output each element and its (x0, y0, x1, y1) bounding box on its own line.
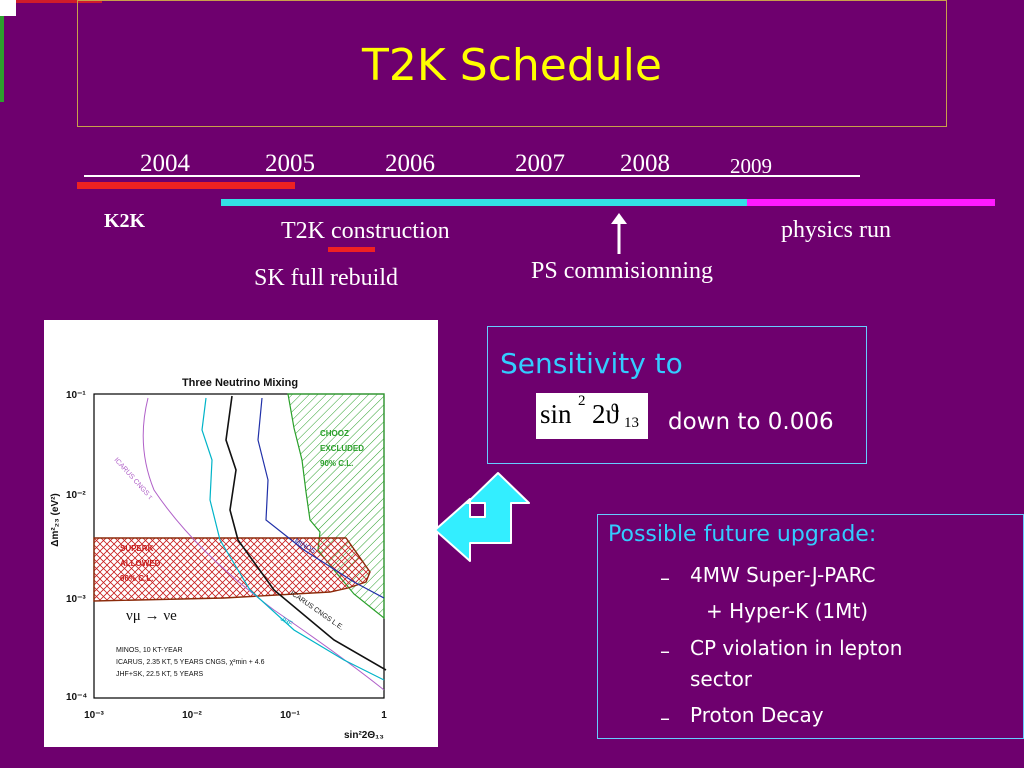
ps-commissioning-label: PS commisionning (531, 258, 714, 284)
k2k-label: K2K (104, 210, 146, 232)
icarus-tau-curve (142, 397, 385, 691)
physics-run-bar (747, 199, 995, 206)
sensitivity-value: down to 0.006 (668, 409, 834, 435)
page-title: T2K Schedule (362, 40, 662, 91)
corner-red-line (16, 0, 102, 3)
timeline-axis (84, 175, 860, 177)
year-2007: 2007 (515, 150, 565, 177)
y-axis-label: Δm²₂₃ (eV²) (50, 493, 61, 546)
future-upgrade-box: Possible future upgrade: – 4MW Super-J-P… (597, 514, 1024, 739)
minos-curve (257, 397, 385, 599)
x-tick-2: 10⁻² (182, 710, 202, 721)
sk-rebuild-label: SK full rebuild (254, 265, 398, 291)
future-item-jparc: 4MW Super-J-PARC (690, 563, 876, 587)
sensitivity-title: Sensitivity to (500, 347, 683, 380)
chooz-line-1: CHOOZ (320, 429, 349, 438)
y-tick-4: 10⁻⁴ (66, 692, 87, 703)
icarus-tau-label: ICARUS CNGS τ (113, 457, 154, 501)
future-item-cp: CP violation in lepton (690, 636, 903, 660)
mixing-plot-panel: Three Neutrino Mixing CHOOZ EXCLUDED 90%… (44, 320, 438, 747)
y-tick-3: 10⁻³ (66, 594, 86, 605)
nu-label: νμ → νe (126, 608, 177, 624)
future-item-proton: Proton Decay (690, 703, 824, 727)
formula-sin: sin (540, 399, 572, 429)
sin2theta13-formula: sin 2 2ϑ 13 (536, 393, 648, 439)
construction-bar (221, 199, 747, 206)
superk-line-2: ALLOWED (120, 559, 161, 568)
bullet-dash-3: – (660, 706, 670, 730)
jhf-label: JHF (279, 616, 294, 628)
chooz-line-3: 90% C.L. (320, 459, 353, 468)
legend-line-1: MINOS, 10 KT-YEAR (116, 647, 183, 654)
icarus-le-curve (225, 395, 387, 671)
construction-label: T2K construction (281, 218, 450, 244)
formula-subscript: 13 (624, 415, 639, 431)
x-tick-4: 1 (381, 710, 387, 721)
future-item-cp-cont: sector (690, 667, 753, 691)
jhf-curve (201, 397, 385, 681)
legend-line-3: JHF+SK, 22.5 KT, 5 YEARS (116, 671, 204, 678)
year-2009: 2009 (730, 154, 772, 178)
formula-angle: 2ϑ (592, 399, 619, 429)
k2k-bar (77, 182, 295, 189)
future-upgrade-title: Possible future upgrade: (608, 522, 877, 547)
formula-exponent: 2 (578, 393, 586, 409)
physics-run-label: physics run (781, 217, 891, 243)
corner-green-bar (0, 0, 4, 102)
connector-arrow-icon (434, 472, 530, 562)
year-2005: 2005 (265, 150, 315, 177)
x-tick-1: 10⁻³ (84, 710, 104, 721)
x-tick-3: 10⁻¹ (280, 710, 300, 721)
ps-arrow-icon (611, 213, 627, 254)
year-2006: 2006 (385, 150, 435, 177)
y-tick-1: 10⁻¹ (66, 390, 86, 401)
bullet-dash-2: – (660, 639, 670, 663)
future-item-hyperk: + Hyper-K (1Mt) (706, 599, 869, 623)
mixing-plot: Three Neutrino Mixing CHOOZ EXCLUDED 90%… (50, 377, 387, 741)
title-box: T2K Schedule (77, 0, 947, 127)
superk-region (93, 537, 371, 602)
sk-rebuild-bar (328, 247, 375, 252)
superk-line-1: SUPERK (120, 544, 154, 553)
superk-line-3: 90% C.L. (120, 574, 153, 583)
y-tick-2: 10⁻² (66, 490, 86, 501)
plot-title: Three Neutrino Mixing (182, 377, 298, 389)
sensitivity-box: Sensitivity to sin 2 2ϑ 13 down to 0.006 (487, 326, 867, 464)
bullet-dash-1: – (660, 566, 670, 590)
legend-line-2: ICARUS, 2.35 KT, 5 YEARS CNGS, χ²min + 4… (116, 659, 265, 666)
corner-white-square (0, 0, 16, 16)
chooz-line-2: EXCLUDED (320, 444, 364, 453)
year-2004: 2004 (140, 150, 190, 177)
x-axis-label: sin²2Θ₁₃ (344, 730, 384, 741)
year-2008: 2008 (620, 150, 670, 177)
